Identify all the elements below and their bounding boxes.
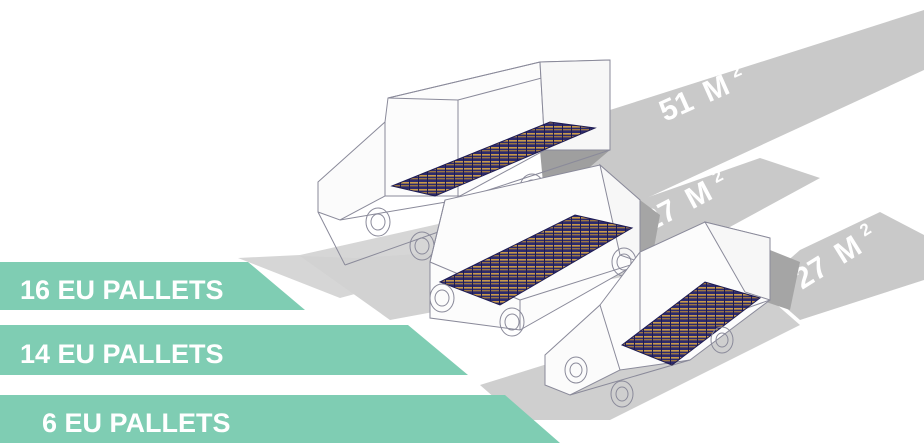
wheel-icon — [710, 326, 734, 354]
pallets-label-medium: 14 EU PALLETS — [0, 325, 468, 375]
pallet-load-medium — [438, 214, 634, 306]
pallets-text: 16 EU PALLETS — [20, 275, 224, 305]
pallet-load-large — [390, 121, 597, 197]
wheel-icon — [610, 380, 634, 408]
pallets-label-small: 6 EU PALLETS — [0, 395, 560, 443]
van-large — [317, 59, 611, 266]
wheel-icon — [365, 207, 391, 237]
wheel-icon — [499, 307, 525, 337]
pallets-text: 14 EU PALLETS — [20, 339, 224, 369]
van-small — [544, 221, 800, 408]
wheel-icon — [429, 283, 455, 313]
pallets-text: 6 EU PALLETS — [42, 408, 231, 438]
wheel-icon — [564, 356, 588, 384]
pallets-label-large: 16 EU PALLETS — [0, 262, 305, 310]
pallet-load-small — [620, 281, 762, 366]
